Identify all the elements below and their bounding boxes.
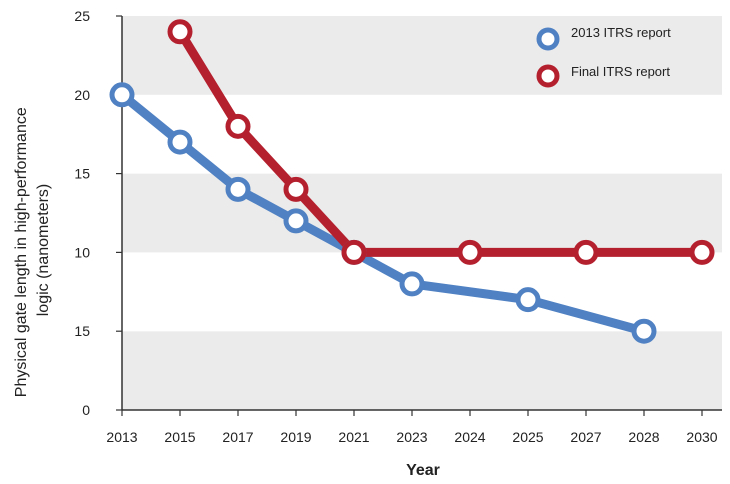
y-tick-label: 25 — [74, 8, 90, 24]
legend: 2013 ITRS report Final ITRS report — [536, 25, 671, 88]
grid-bands — [122, 16, 722, 410]
data-point-series-0 — [283, 208, 309, 234]
grid-band — [122, 94, 722, 174]
x-axis-ticks: 2013 2015 2017 2019 2021 2023 2024 2025 2027 2028… — [106, 410, 718, 445]
data-point-series-1 — [341, 239, 367, 265]
x-tick-label: 2017 — [222, 429, 253, 445]
y-axis-title-line-1: Physical gate length in high-performance — [13, 107, 30, 397]
y-tick-label: 15 — [74, 166, 90, 182]
series-points — [109, 19, 715, 344]
data-point-series-1 — [225, 113, 251, 139]
data-point-series-1 — [457, 239, 483, 265]
data-point-series-0 — [225, 176, 251, 202]
data-point-series-1 — [573, 239, 599, 265]
y-axis-ticks: 0 15 10 15 20 25 — [74, 8, 122, 418]
axes — [121, 16, 722, 411]
x-tick-label: 2019 — [280, 429, 311, 445]
legend-label-final-itrs: Final ITRS report — [571, 64, 670, 79]
x-tick-label: 2025 — [512, 429, 543, 445]
x-tick-label: 2015 — [164, 429, 195, 445]
legend-label-2013-itrs: 2013 ITRS report — [571, 25, 671, 40]
y-tick-label: 15 — [74, 323, 90, 339]
x-tick-label: 2028 — [628, 429, 659, 445]
grid-band — [122, 173, 722, 253]
data-point-series-1 — [283, 176, 309, 202]
data-point-series-0 — [109, 82, 135, 108]
data-point-series-1 — [689, 239, 715, 265]
legend-marker-2013-itrs — [536, 27, 560, 51]
x-tick-label: 2024 — [454, 429, 485, 445]
x-tick-label: 2030 — [686, 429, 717, 445]
y-axis-title: Physical gate length in high-performance… — [13, 103, 52, 397]
x-tick-label: 2027 — [570, 429, 601, 445]
y-tick-label: 10 — [74, 244, 90, 260]
data-point-series-0 — [167, 129, 193, 155]
data-point-series-0 — [515, 287, 541, 313]
data-point-series-0 — [631, 318, 657, 344]
legend-marker-final-itrs — [536, 64, 560, 88]
y-axis-title-line-2: logic (nanometers) — [35, 184, 52, 317]
x-axis-title: Year — [406, 462, 440, 479]
x-tick-label: 2023 — [396, 429, 427, 445]
grid-band — [122, 252, 722, 332]
y-tick-label: 20 — [74, 87, 90, 103]
grid-band — [122, 331, 722, 410]
x-tick-label: 2013 — [106, 429, 137, 445]
data-point-series-1 — [167, 19, 193, 45]
grid-band — [122, 16, 722, 95]
y-tick-label: 0 — [82, 402, 90, 418]
x-tick-label: 2021 — [338, 429, 369, 445]
data-point-series-0 — [399, 271, 425, 297]
